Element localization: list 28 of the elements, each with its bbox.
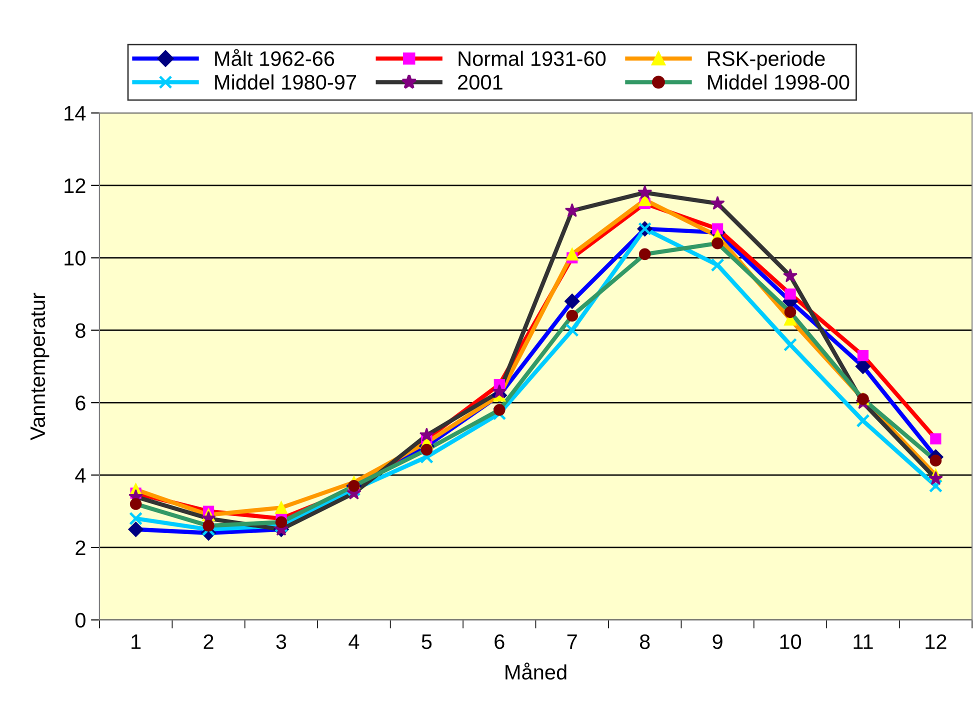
x-tick-label: 1 — [132, 634, 141, 649]
y-tick-label: 0 — [75, 612, 86, 628]
x-tick-label: 9 — [712, 634, 722, 650]
x-tick-label: 6 — [494, 634, 504, 650]
legend-label: Målt 1962-66 — [215, 49, 334, 66]
y-tick-label: 10 — [64, 250, 86, 266]
x-tick-label: 5 — [422, 634, 432, 650]
x-tick-label: 7 — [567, 634, 577, 649]
x-axis-title: Måned — [506, 662, 566, 680]
x-tick-label: 11 — [854, 634, 873, 649]
y-tick-label: 8 — [76, 323, 86, 338]
legend-label: Middel 1980-97 — [215, 74, 356, 90]
x-tick-label: 12 — [926, 634, 946, 649]
y-tick-label: 2 — [76, 540, 86, 556]
legend-label: 2001 — [458, 74, 502, 90]
legend-label: Normal 1931-60 — [458, 50, 606, 66]
x-tick-label: 2 — [204, 634, 214, 649]
y-tick-label: 14 — [64, 106, 86, 121]
legend-label: Middel 1998-00 — [708, 74, 850, 90]
y-tick-label: 6 — [76, 396, 86, 410]
y-axis-title: Vanntemperatur — [30, 292, 50, 440]
x-tick-label: 3 — [276, 634, 286, 650]
x-tick-label: 10 — [780, 634, 802, 650]
x-tick-label: 4 — [348, 634, 360, 649]
x-tick-label: 8 — [640, 634, 650, 650]
legend-label: RSK-periode — [708, 50, 825, 70]
y-tick-label: 4 — [75, 468, 86, 483]
y-tick-label: 12 — [64, 178, 86, 193]
